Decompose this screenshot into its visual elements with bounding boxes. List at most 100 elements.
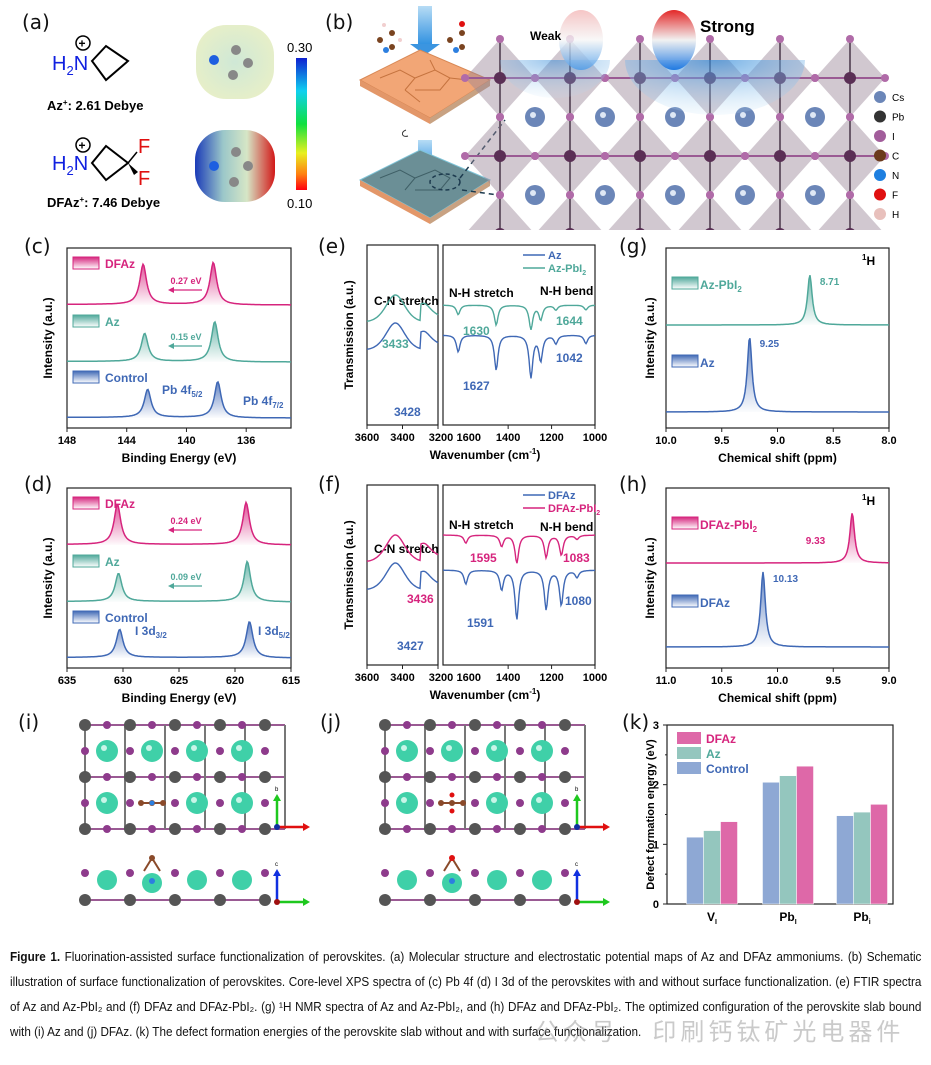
nucleus-label: 1H xyxy=(862,253,875,268)
i-atom xyxy=(561,799,569,807)
legend-label-dfaz-pbi2: DFAz-PbI2 xyxy=(548,503,600,517)
positive-charge-icon xyxy=(75,35,91,51)
cs-atom xyxy=(487,870,507,890)
x-tick-label: 144 xyxy=(118,435,137,447)
atom-legend-label-i: I xyxy=(892,132,895,143)
x-tick-label: 3400 xyxy=(390,432,414,444)
legend-az-swatch xyxy=(671,354,699,368)
y-axis-label: Intensity (a.u.) xyxy=(643,537,657,618)
i-atom xyxy=(171,747,179,755)
x-tick-label: 136 xyxy=(237,435,255,447)
legend-az-label: Az xyxy=(105,555,120,569)
shift-label: 0.09 eV xyxy=(170,572,201,582)
cs-highlight xyxy=(491,797,497,803)
dfaz-dipole-label: DFAz+: 7.46 Debye xyxy=(47,195,160,210)
i-atom xyxy=(381,869,389,877)
i-atom xyxy=(193,721,201,729)
i-atom xyxy=(261,747,269,755)
nitrogen-atom xyxy=(449,878,455,884)
i-atom xyxy=(261,799,269,807)
nitrogen-atom xyxy=(149,878,155,884)
bar-control-pbi xyxy=(762,782,780,905)
x-tick-label: 10.0 xyxy=(767,675,788,687)
axis-origin xyxy=(274,824,280,830)
peak-value-label: 3436 xyxy=(407,592,434,606)
pb-atom xyxy=(559,823,571,835)
pb-atom xyxy=(124,823,136,835)
pb-atom xyxy=(514,823,526,835)
spectrum-fill-az xyxy=(67,322,291,362)
y-axis-label: Defect formation energy (eV) xyxy=(645,739,657,890)
pb-atom xyxy=(494,72,506,84)
peak-value-label: 1630 xyxy=(463,324,490,338)
shift-arrowhead xyxy=(168,287,174,293)
cs-atom xyxy=(531,740,553,762)
spectrum-line-az xyxy=(67,320,291,363)
i-atom xyxy=(776,113,784,121)
atom-legend-label-cs: Cs xyxy=(892,93,904,104)
y-tick-label: 1 xyxy=(653,839,659,851)
y-axis-label: Transmission (a.u.) xyxy=(342,280,356,389)
az-esp-map xyxy=(196,25,274,99)
peak-label-dfaz-pbi2: 9.33 xyxy=(806,536,826,547)
peak-value-label: 1080 xyxy=(565,594,592,608)
dfaz-ring xyxy=(90,144,130,182)
i-atom xyxy=(103,825,111,833)
bar-dfaz-pbi xyxy=(870,804,888,905)
bar-dfaz-pbi xyxy=(796,765,814,905)
peak-value-label: 1591 xyxy=(467,616,494,630)
x-tick-label: 3200 xyxy=(429,672,453,684)
pb-atom xyxy=(559,771,571,783)
y-axis-label: Intensity (a.u.) xyxy=(41,537,55,618)
pb-atom xyxy=(514,719,526,731)
i-atom xyxy=(741,152,749,160)
i-atom xyxy=(566,191,574,199)
i-atom xyxy=(493,721,501,729)
pb-atom xyxy=(169,771,181,783)
legend-label-dfaz: DFAz xyxy=(706,732,736,746)
pb-atom xyxy=(124,771,136,783)
x-tick-label: 9.5 xyxy=(826,675,841,687)
pb-atom xyxy=(379,823,391,835)
panel-label-j: (j) xyxy=(320,710,342,734)
pb-atom xyxy=(469,894,481,906)
peak-label-az-pbi2: 8.71 xyxy=(820,277,840,288)
bar-control-pbi xyxy=(836,815,854,905)
i-atom xyxy=(636,191,644,199)
i-atom xyxy=(171,799,179,807)
axis-label-b: b xyxy=(575,787,579,793)
x-tick-label: 3400 xyxy=(390,672,414,684)
x-tick-label: 635 xyxy=(58,675,76,687)
carbon-atom xyxy=(438,800,444,806)
panel-label-i: (i) xyxy=(18,710,40,734)
panel-i-slab-az: bacb xyxy=(79,719,310,906)
panel-label-b: (b) xyxy=(325,10,354,34)
cs-atom xyxy=(397,870,417,890)
cs-atom xyxy=(531,792,553,814)
plot-frame xyxy=(366,244,439,426)
peak-label: I 3d5/2 xyxy=(258,624,290,640)
x-tick-label: 625 xyxy=(170,675,188,687)
cs-highlight xyxy=(101,797,107,803)
chart-d-xps-i3d: 635 630 625 620 615 Binding Energy (eV) Intens… xyxy=(41,487,300,705)
cs-atom xyxy=(396,740,418,762)
i-atom xyxy=(776,191,784,199)
spectrum-line-control xyxy=(67,380,291,419)
i-atom xyxy=(126,869,134,877)
cs-highlight xyxy=(740,190,746,196)
axis-right-arrowhead xyxy=(303,823,310,831)
i-atom xyxy=(81,869,89,877)
i-atom xyxy=(706,35,714,43)
legend-label-control: Control xyxy=(706,762,749,776)
i-atom xyxy=(103,721,111,729)
cs-highlight xyxy=(600,112,606,118)
i-atom xyxy=(516,869,524,877)
i-atom xyxy=(493,773,501,781)
spectrum-line-az xyxy=(67,559,291,603)
ftir-left-az xyxy=(366,322,439,350)
i-atom xyxy=(381,747,389,755)
i-atom xyxy=(403,721,411,729)
pb-atom xyxy=(79,771,91,783)
x-tick-label: 1400 xyxy=(496,672,520,684)
